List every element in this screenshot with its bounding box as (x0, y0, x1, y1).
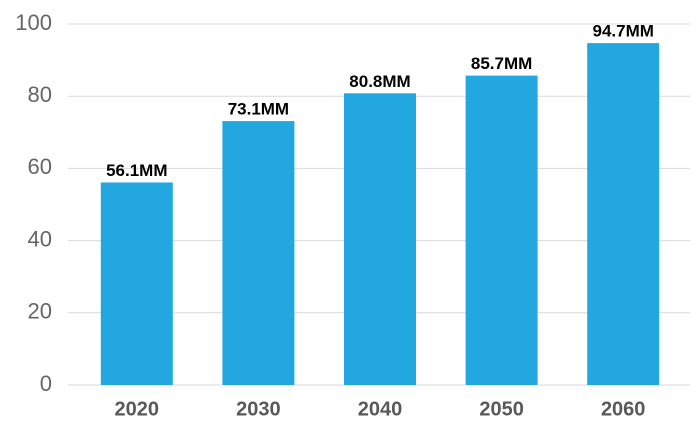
y-tick-label: 100 (15, 10, 52, 35)
bar (100, 182, 173, 385)
value-label: 94.7MM (592, 22, 653, 41)
x-tick-label: 2050 (479, 398, 524, 420)
y-tick-label: 0 (40, 371, 52, 396)
bar (344, 93, 416, 385)
y-tick-label: 40 (28, 226, 52, 251)
x-tick-label: 2060 (601, 398, 646, 420)
bar (587, 43, 660, 386)
value-label: 85.7MM (471, 54, 532, 73)
y-tick-label: 80 (28, 82, 52, 107)
x-tick-label: 2020 (115, 398, 160, 420)
value-label: 56.1MM (106, 161, 167, 180)
value-label: 73.1MM (228, 100, 289, 119)
y-tick-label: 60 (28, 154, 52, 179)
x-tick-label: 2040 (358, 398, 403, 420)
y-tick-label: 20 (28, 299, 52, 324)
value-label: 80.8MM (349, 72, 410, 91)
x-tick-label: 2030 (236, 398, 281, 420)
bar (222, 121, 295, 385)
bar (465, 75, 538, 386)
